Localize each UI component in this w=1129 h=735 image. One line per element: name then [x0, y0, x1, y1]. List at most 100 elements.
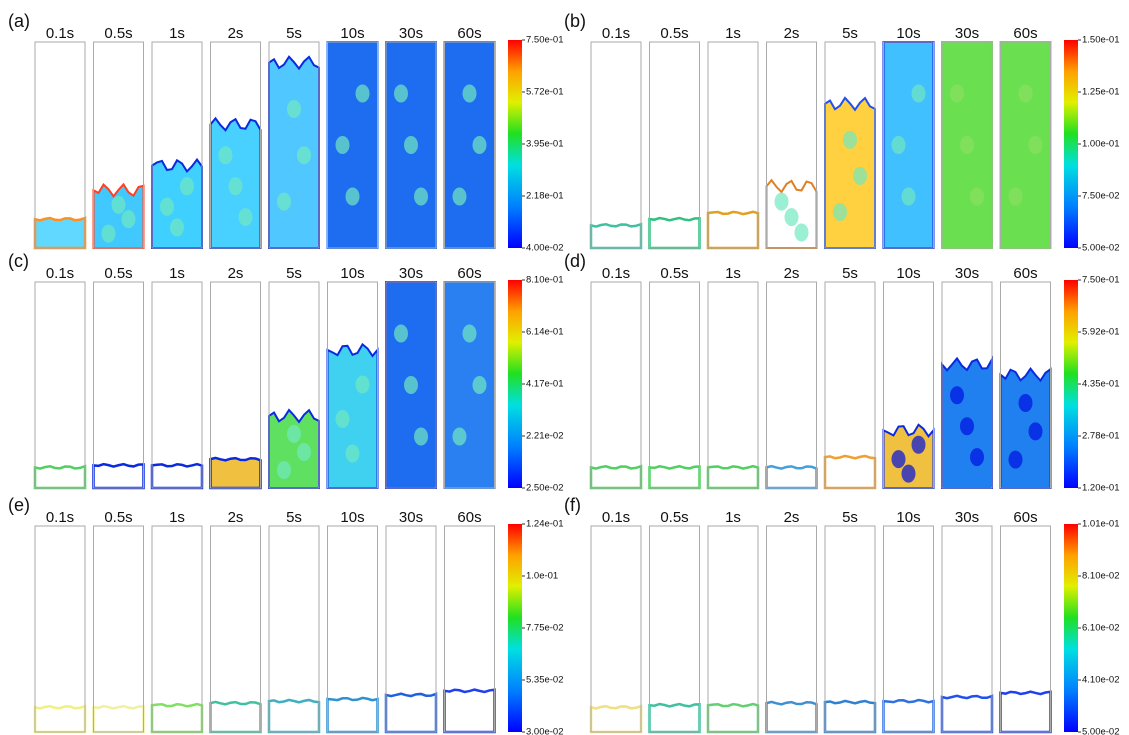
frame-border — [883, 41, 934, 249]
frame — [707, 281, 759, 489]
colorbar — [508, 524, 522, 732]
contour — [940, 694, 994, 734]
time-label: 0.1s — [46, 265, 74, 282]
frame — [93, 281, 144, 489]
frame — [649, 525, 700, 733]
contour — [92, 462, 145, 490]
contour-blob — [180, 177, 194, 196]
contour — [589, 222, 643, 250]
contour — [882, 698, 935, 734]
colorbar-label: 5.00e-02 — [1082, 727, 1120, 735]
frame-border — [327, 281, 378, 489]
frame-border — [824, 41, 876, 249]
time-label: 5s — [842, 509, 858, 526]
time-label: 10s — [340, 25, 364, 42]
colorbar-label: 4.00e-02 — [526, 243, 564, 254]
contour-blob — [160, 197, 174, 216]
contour — [824, 96, 876, 249]
frame — [151, 281, 203, 489]
contour — [326, 696, 379, 734]
frame — [34, 41, 86, 249]
frame-border — [34, 525, 86, 733]
colorbar-label: 1.25e-01 — [1082, 87, 1120, 98]
panel: (c) 0.1s 0.5s 1s 2s 5s 10s 30s 60s 8.10e-01 6.14e-… — [8, 251, 564, 494]
contour-blob — [843, 130, 857, 149]
colorbar-label: 3.00e-02 — [526, 727, 564, 735]
frame-border — [385, 41, 437, 249]
frame-border — [941, 525, 993, 733]
contour-blob — [462, 84, 477, 103]
contour — [268, 408, 320, 489]
contour — [823, 699, 877, 734]
contour-blob — [228, 177, 243, 196]
frame — [590, 41, 642, 249]
colorbar-label: 1.00e-01 — [1082, 139, 1120, 150]
colorbar-label: 7.50e-01 — [1082, 275, 1120, 286]
contour-blob — [1028, 136, 1043, 154]
frame-border — [590, 281, 642, 489]
contour-blob — [277, 192, 291, 211]
contour-blob — [462, 324, 477, 343]
contour — [92, 182, 145, 249]
colorbar-label: 7.75e-02 — [526, 623, 564, 634]
contour-blob — [901, 464, 916, 483]
colorbar-label: 1.01e-01 — [1082, 519, 1120, 530]
time-label: 1s — [169, 265, 185, 282]
frame — [210, 281, 261, 489]
frame-border — [210, 281, 261, 489]
frame-border — [327, 41, 378, 249]
panel-label: (d) — [564, 251, 586, 271]
frame-border — [444, 41, 495, 249]
contour — [823, 454, 877, 490]
frame — [34, 525, 86, 733]
frame-border — [385, 281, 437, 489]
time-label: 30s — [955, 265, 979, 282]
time-label: 10s — [896, 509, 920, 526]
panel-label: (f) — [564, 495, 581, 515]
colorbar-label: 2.18e-01 — [526, 191, 564, 202]
colorbar-label: 1.24e-01 — [526, 519, 564, 530]
contour-blob — [404, 136, 418, 154]
time-label: 0.1s — [602, 25, 630, 42]
contour-blob — [297, 146, 311, 165]
contour — [267, 698, 321, 734]
time-label: 10s — [896, 265, 920, 282]
frame — [649, 281, 700, 489]
time-label: 2s — [784, 265, 800, 282]
contour-blob — [414, 187, 428, 206]
contour — [384, 692, 438, 734]
frame — [268, 525, 320, 733]
colorbar-label: 3.95e-01 — [526, 139, 564, 150]
frame-border — [883, 525, 934, 733]
contour-blob — [170, 218, 184, 237]
contour — [589, 464, 643, 490]
contour-blob — [238, 208, 253, 227]
frame-border — [941, 281, 993, 489]
time-label: 10s — [340, 509, 364, 526]
contour-blob — [784, 208, 799, 227]
contour-blob — [355, 375, 370, 394]
contour-blob — [774, 192, 789, 211]
contour-blob — [355, 84, 370, 103]
time-label: 0.5s — [660, 265, 688, 282]
frame-border — [707, 525, 759, 733]
frame-border — [1000, 281, 1051, 489]
panel-label: (e) — [8, 495, 30, 515]
time-label: 10s — [896, 25, 920, 42]
contour-blob — [960, 417, 974, 436]
time-label: 5s — [842, 25, 858, 42]
contour — [33, 704, 87, 734]
colorbar-label: 1.0e-01 — [526, 571, 558, 582]
frame — [824, 525, 876, 733]
colorbar-label: 2.21e-02 — [526, 431, 564, 442]
contour-blob — [853, 166, 867, 185]
time-label: 0.1s — [46, 25, 74, 42]
contour-blob — [833, 202, 847, 221]
frame — [707, 525, 759, 733]
contour — [150, 462, 204, 490]
contour — [150, 702, 204, 734]
contour-blob — [452, 187, 467, 206]
frame-border — [210, 525, 261, 733]
time-label: 30s — [955, 25, 979, 42]
